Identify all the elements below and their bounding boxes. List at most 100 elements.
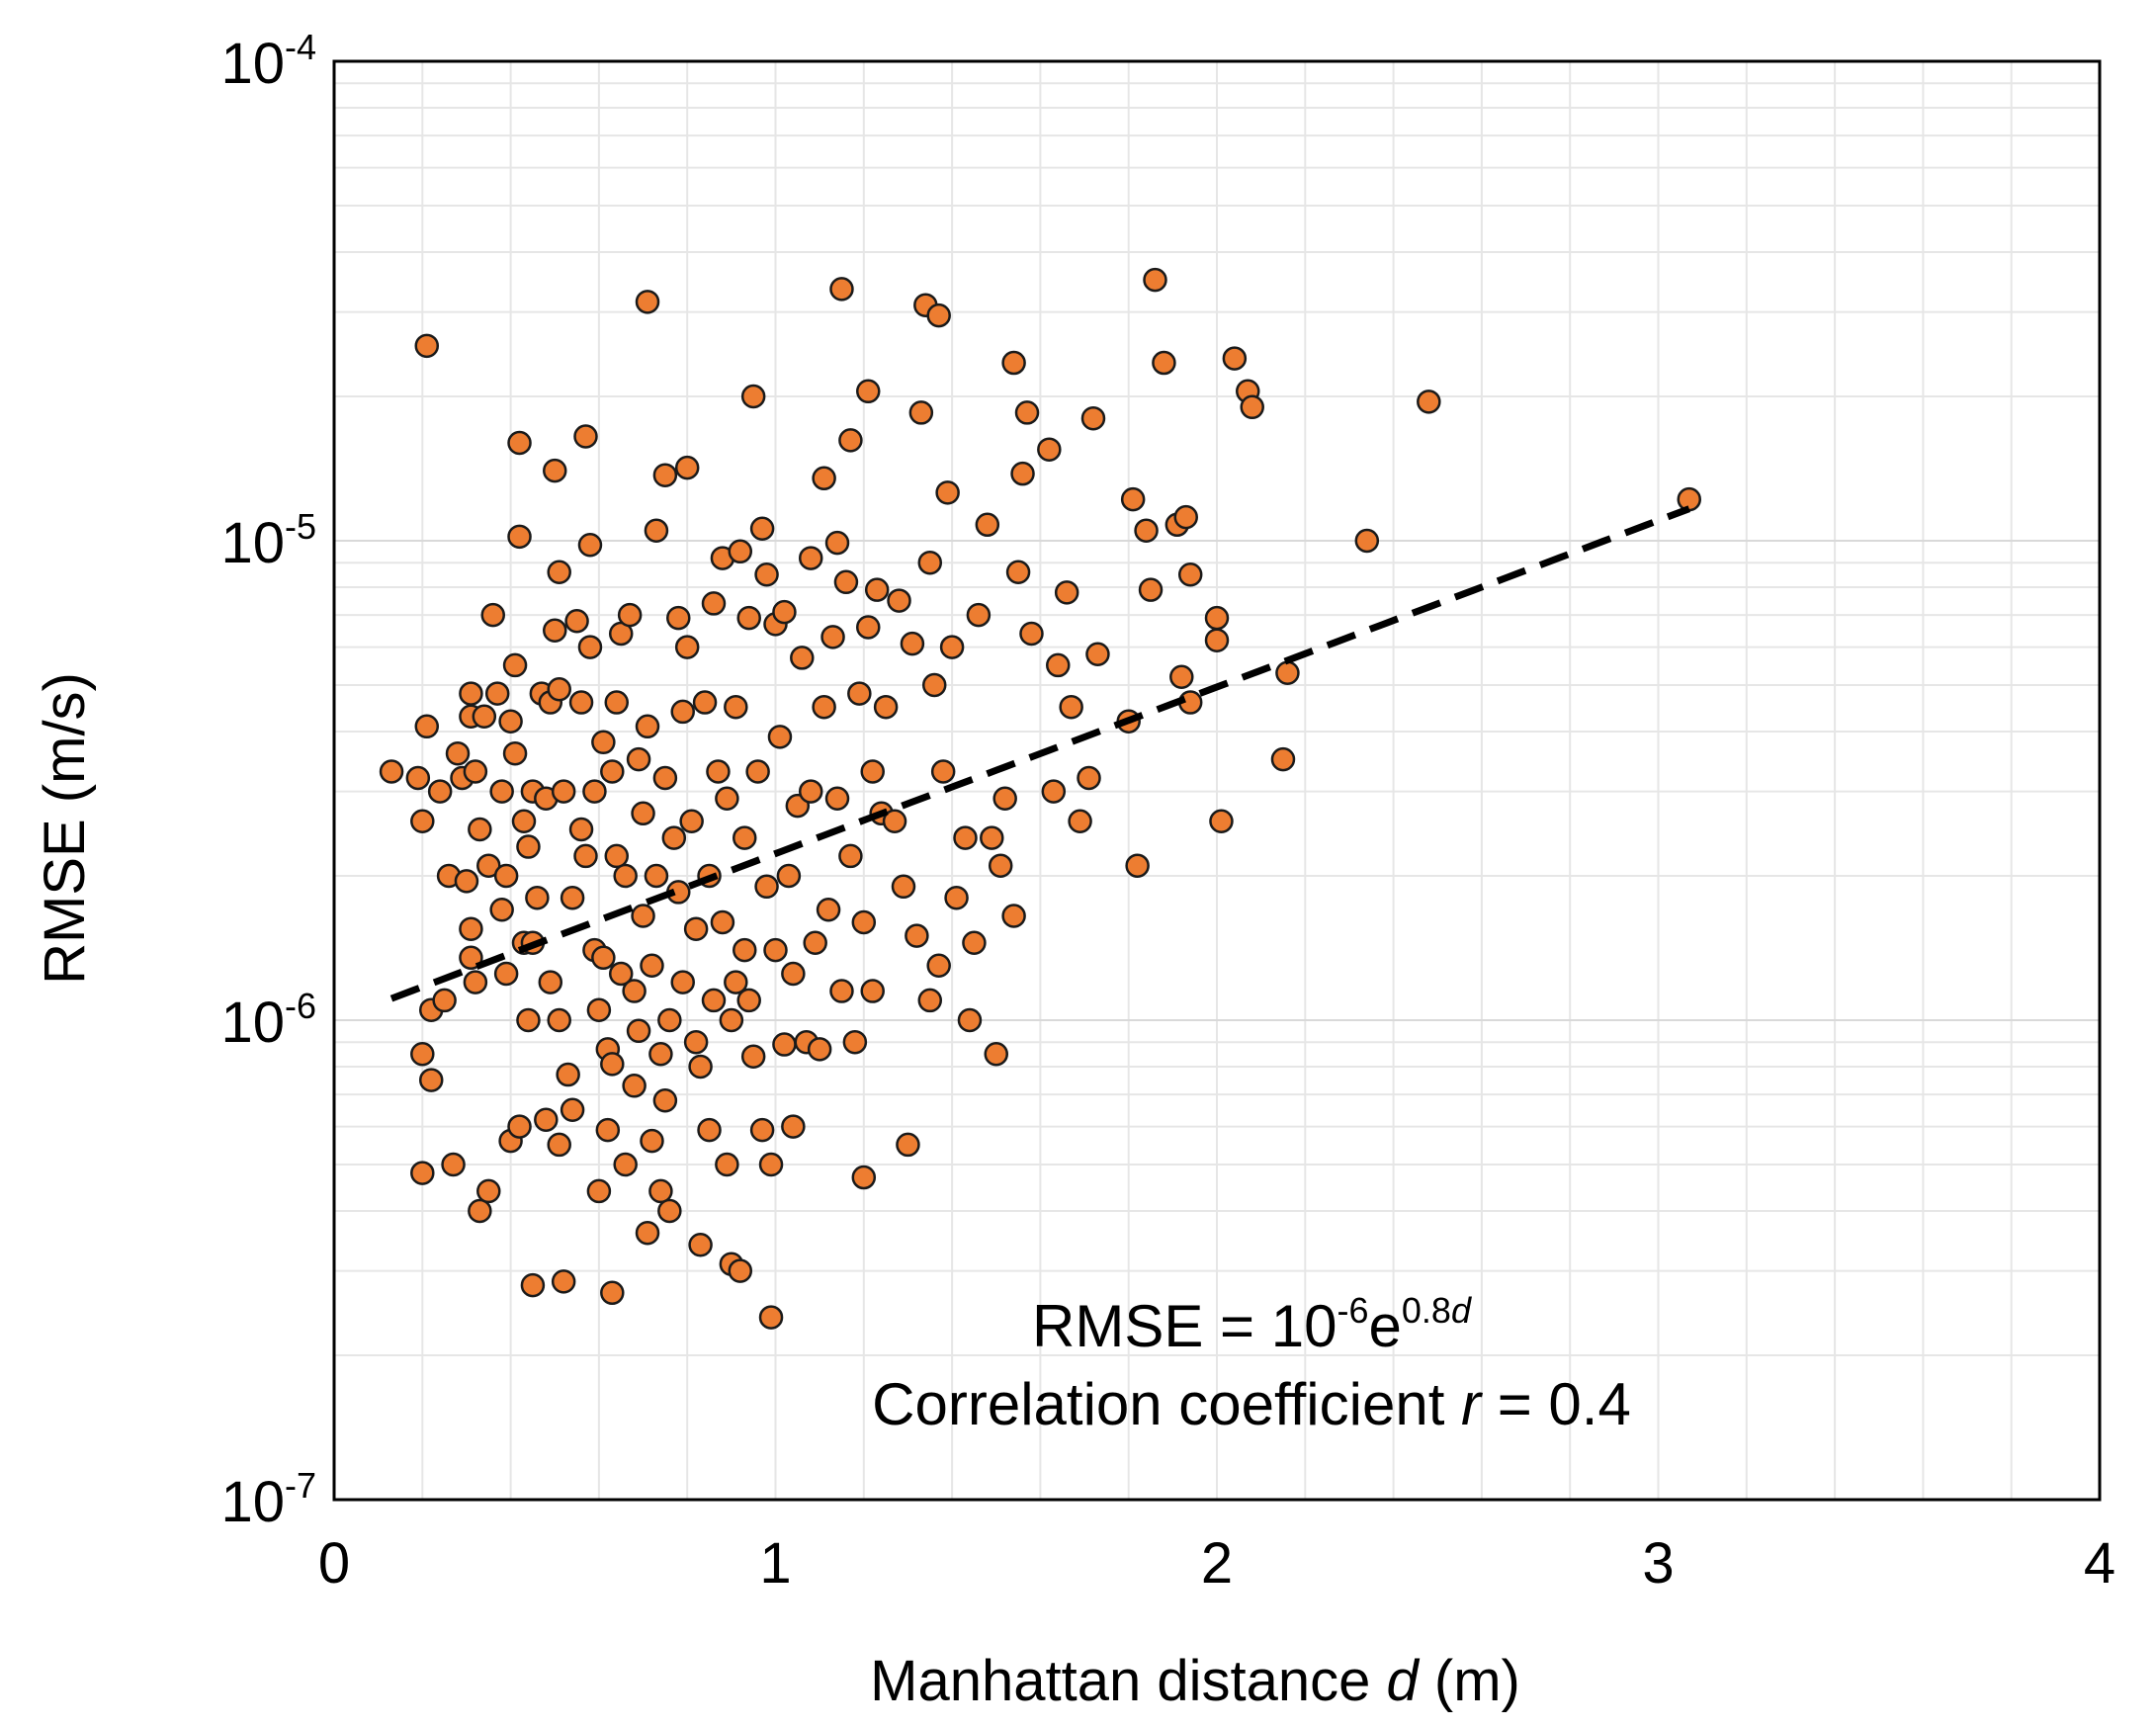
data-point: [763, 937, 788, 963]
data-point: [988, 853, 1013, 878]
data-point: [710, 909, 735, 935]
data-point: [812, 694, 836, 720]
data-point: [833, 569, 859, 595]
data-point: [1173, 504, 1198, 530]
data-point: [1085, 642, 1110, 666]
data-point: [586, 997, 612, 1022]
data-point: [648, 1041, 673, 1067]
data-point: [812, 466, 836, 491]
trendline: [389, 505, 1691, 1002]
data-point: [692, 690, 718, 715]
data-point: [891, 874, 916, 900]
data-point: [679, 809, 704, 833]
data-point: [507, 524, 532, 550]
data-point: [1209, 809, 1234, 833]
data-point: [939, 635, 965, 659]
data-point: [1120, 486, 1146, 512]
data-point: [829, 979, 854, 1003]
data-point: [851, 909, 877, 935]
data-point: [838, 843, 863, 869]
data-point: [776, 863, 802, 889]
data-point: [622, 979, 647, 1003]
data-point: [516, 1007, 541, 1033]
data-point: [573, 843, 598, 869]
data-point: [568, 817, 594, 842]
data-point: [652, 1087, 678, 1113]
data-point: [560, 1097, 585, 1122]
data-point: [547, 1132, 571, 1158]
data-point: [1134, 518, 1159, 543]
data-point: [1041, 779, 1067, 804]
data-point: [600, 1052, 625, 1077]
data-point: [1240, 394, 1264, 420]
data-point: [798, 779, 823, 804]
data-point: [926, 302, 951, 328]
data-point: [502, 740, 528, 766]
data-point: [820, 625, 845, 649]
y-tick-labels: 10-4 10-5 10-6 10-7: [220, 27, 316, 1534]
data-point: [807, 1037, 832, 1062]
data-point: [1037, 437, 1062, 462]
data-point: [749, 1117, 775, 1143]
data-point: [688, 1232, 713, 1257]
y-tick-label: 10-7: [220, 1465, 316, 1534]
x-tick-label: 4: [2084, 1531, 2115, 1596]
data-point: [847, 681, 872, 706]
data-point: [882, 809, 907, 833]
data-point: [493, 961, 519, 987]
data-point: [652, 463, 678, 487]
data-point: [1046, 652, 1071, 678]
data-point: [930, 759, 956, 784]
data-point: [926, 953, 951, 978]
plot-area: [332, 59, 2102, 1502]
data-point: [480, 602, 505, 628]
data-point: [502, 652, 528, 678]
data-point: [463, 970, 488, 994]
data-point: [683, 916, 709, 941]
data-point: [670, 699, 695, 725]
data-point: [573, 424, 598, 449]
data-point: [613, 1152, 638, 1177]
data-point: [582, 779, 607, 804]
data-point: [459, 681, 483, 706]
data-point: [917, 550, 943, 575]
data-point: [790, 646, 815, 670]
data-point: [476, 853, 501, 878]
data-point: [772, 1032, 797, 1057]
data-point: [418, 1068, 444, 1092]
data-point: [547, 677, 571, 702]
data-point: [608, 961, 634, 987]
data-point: [724, 694, 748, 720]
data-point: [851, 1165, 877, 1190]
data-point: [498, 709, 523, 734]
data-point: [1417, 389, 1441, 414]
data-point: [507, 1114, 532, 1139]
data-point: [953, 825, 978, 850]
data-point: [648, 1178, 673, 1204]
data-point: [577, 533, 603, 558]
data-point: [706, 759, 731, 784]
data-point: [626, 746, 651, 772]
data-point: [635, 714, 660, 739]
data-point: [472, 704, 497, 730]
data-point: [697, 1117, 722, 1143]
data-point: [975, 512, 1000, 538]
data-point: [688, 1054, 713, 1080]
data-point: [992, 786, 1017, 811]
data-point: [816, 897, 841, 922]
data-point: [732, 825, 757, 850]
data-point: [1001, 350, 1026, 376]
data-point: [736, 988, 761, 1013]
x-tick-label: 1: [759, 1531, 791, 1596]
data-point: [728, 539, 753, 564]
data-point: [543, 458, 567, 483]
data-point: [724, 970, 748, 994]
data-point: [459, 916, 483, 941]
data-point: [493, 863, 519, 889]
data-point: [701, 988, 727, 1013]
data-point: [635, 290, 660, 314]
data-point: [701, 591, 727, 616]
data-point: [414, 714, 440, 739]
data-point: [896, 1132, 920, 1158]
